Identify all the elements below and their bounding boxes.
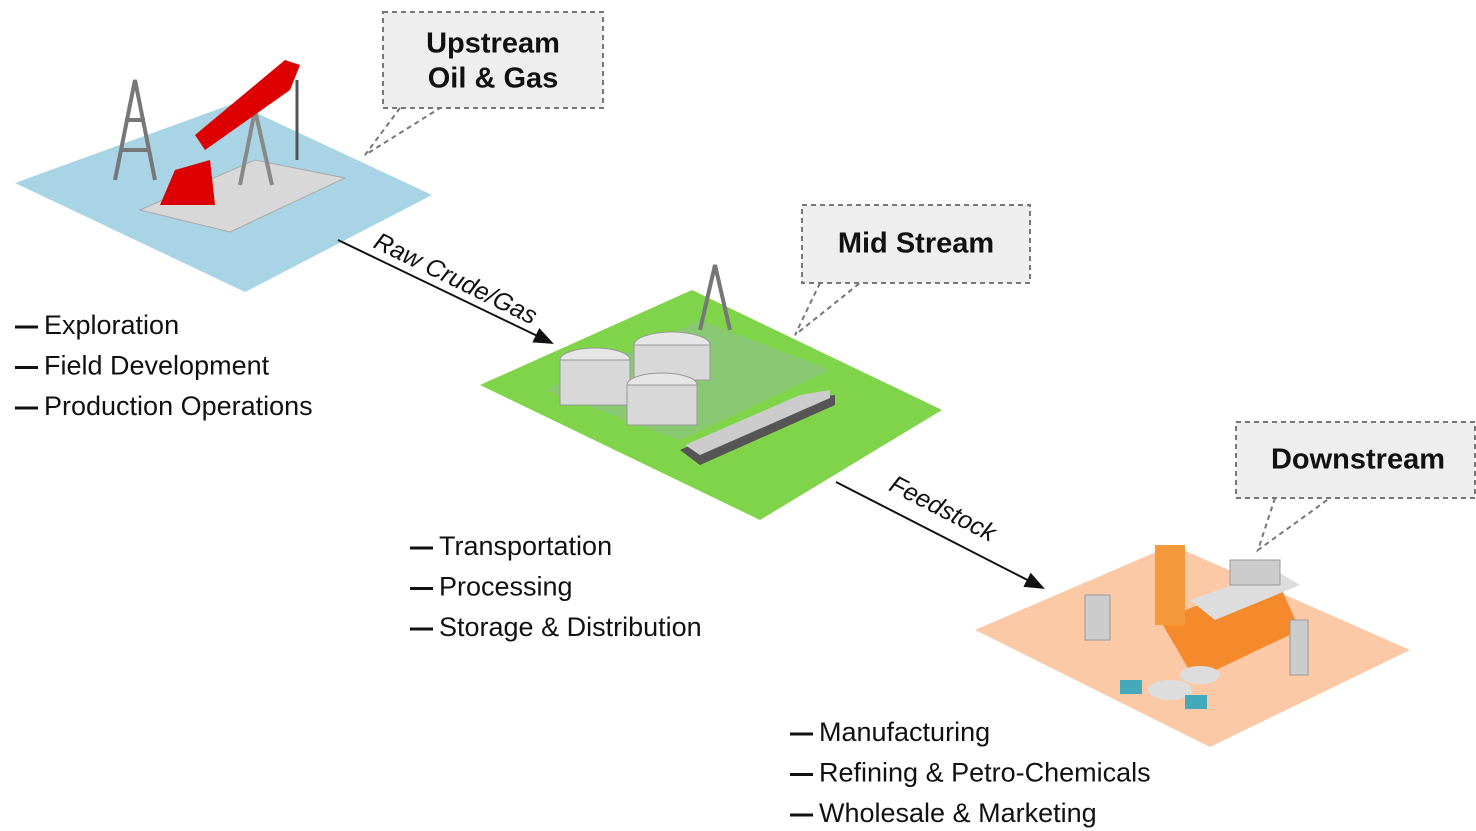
- downstream-platform: [975, 545, 1410, 747]
- list-item: Transportation: [439, 531, 612, 561]
- list-item: Exploration: [44, 310, 179, 340]
- callout-title: Mid Stream: [838, 228, 994, 260]
- list-item: Wholesale & Marketing: [819, 798, 1097, 828]
- callout-title: Downstream: [1271, 444, 1445, 476]
- flow-arrow: [338, 240, 552, 343]
- callout-midstream: [795, 205, 1030, 335]
- list-item: Production Operations: [44, 391, 313, 421]
- callout-title: Upstream: [426, 28, 560, 60]
- list-item: Processing: [439, 572, 573, 602]
- flow-label: Raw Crude/Gas: [370, 227, 542, 330]
- page: {"stages": [ {"title_lines": ["Upstream"…: [0, 0, 1476, 831]
- midstream-platform: [480, 265, 942, 520]
- callout-title: Oil & Gas: [428, 63, 559, 95]
- list-item: Field Development: [44, 351, 270, 381]
- callout-downstream: [1236, 422, 1475, 550]
- list-item: Manufacturing: [819, 717, 990, 747]
- upstream-platform: [15, 60, 432, 292]
- diagram: Raw Crude/Gas Feedstock UpstreamOil & Ga…: [0, 0, 1476, 831]
- list-item: Storage & Distribution: [439, 612, 702, 642]
- list-item: Refining & Petro-Chemicals: [819, 758, 1151, 788]
